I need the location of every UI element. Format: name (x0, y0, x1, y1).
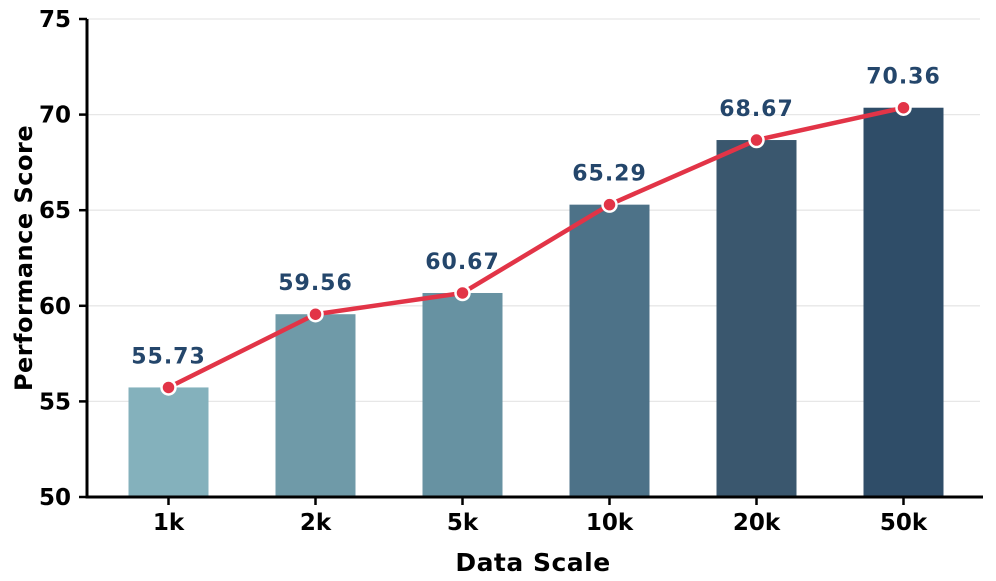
data-point-markers (160, 99, 912, 396)
y-tick-label-60: 60 (39, 294, 71, 320)
y-tick-label-55: 55 (39, 389, 71, 415)
bar-20k (716, 140, 797, 497)
y-axis-title: Performance Score (10, 124, 38, 392)
trend-line (166, 105, 906, 390)
bar-10k (569, 204, 650, 497)
x-tick-label-20k: 20k (733, 510, 781, 536)
y-tick-label-75: 75 (39, 7, 71, 33)
marker-2k (307, 305, 324, 323)
value-labels: 55.73 59.56 60.67 65.29 68.67 70.36 (131, 65, 941, 370)
bar-50k (863, 107, 944, 497)
performance-trend-line (166, 105, 906, 390)
y-tick-label-50: 50 (39, 485, 71, 511)
value-label-5k: 60.67 (425, 250, 500, 275)
value-label-20k: 68.67 (719, 97, 794, 122)
y-tick-label-65: 65 (39, 198, 71, 224)
bars (128, 107, 944, 497)
x-tick-label-5k: 5k (447, 510, 479, 536)
x-axis-title: Data Scale (455, 548, 611, 577)
tick-labels: 50 55 60 65 70 75 1k 2k 5k 10k 20k 50k (39, 7, 928, 536)
value-label-1k: 55.73 (131, 344, 206, 369)
value-label-2k: 59.56 (278, 271, 353, 296)
value-label-10k: 65.29 (572, 162, 647, 187)
axes (79, 17, 983, 505)
marker-50k (895, 99, 912, 116)
x-tick-label-1k: 1k (153, 510, 185, 536)
y-tick-label-70: 70 (39, 103, 71, 129)
bar-2k (275, 314, 356, 497)
marker-5k (454, 284, 471, 302)
bar-1k (128, 387, 209, 497)
x-tick-label-50k: 50k (880, 510, 928, 536)
gridlines (87, 18, 980, 403)
value-label-50k: 70.36 (866, 65, 941, 90)
bar-5k (422, 292, 503, 497)
marker-20k (748, 131, 765, 149)
x-tick-label-2k: 2k (300, 510, 332, 536)
x-tick-label-10k: 10k (586, 510, 634, 536)
marker-10k (601, 196, 618, 213)
marker-1k (160, 379, 177, 396)
